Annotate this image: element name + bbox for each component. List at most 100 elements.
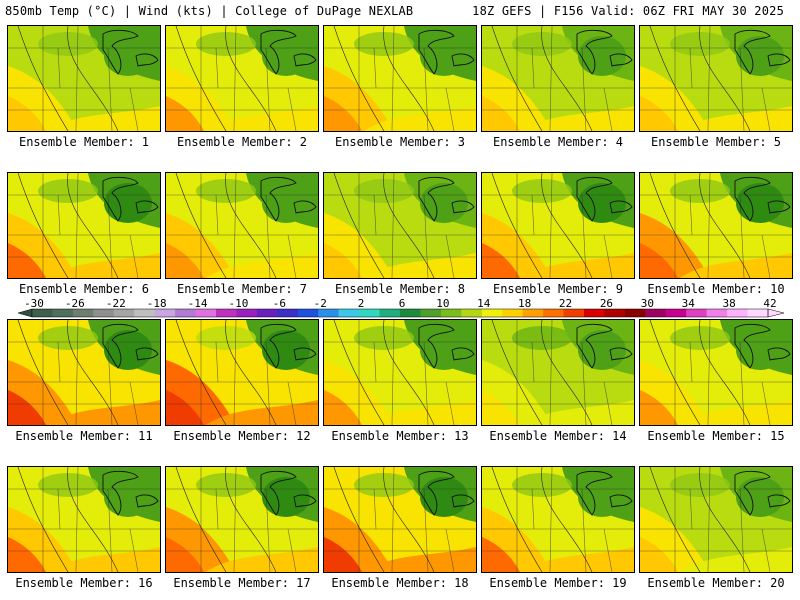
ensemble-member-caption: Ensemble Member: 6 [18,282,150,296]
colorbar-tick-label: 18 [518,297,532,310]
ensemble-map-panel [7,172,161,279]
colorbar-tick-label: -10 [228,297,249,310]
colorbar-swatch [563,309,585,317]
colorbar-swatch [256,309,278,317]
temperature-map [166,26,318,131]
colorbar-swatch [379,309,401,317]
colorbar-swatch [420,309,442,317]
colorbar-swatch [72,309,94,317]
ensemble-map-panel [323,319,477,426]
colorbar-swatch [645,309,667,317]
ensemble-member-caption: Ensemble Member: 20 [647,576,785,590]
temperature-map [8,26,160,131]
colorbar-tick-label: -14 [187,297,208,310]
colorbar-swatch [686,309,708,317]
colorbar-tick-label: -6 [272,297,286,310]
colorbar-swatch [297,309,319,317]
ensemble-map-panel [165,172,319,279]
ensemble-member-caption: Ensemble Member: 16 [15,576,153,590]
colorbar-tick-label: 6 [398,297,406,310]
ensemble-map-panel [323,25,477,132]
colorbar-swatch [502,309,524,317]
colorbar-swatch [461,309,483,317]
temperature-map [640,173,792,278]
ensemble-member-caption: Ensemble Member: 5 [650,135,782,149]
colorbar-tick-label: 22 [558,297,573,310]
ensemble-member-caption: Ensemble Member: 19 [489,576,627,590]
colorbar-swatch [359,309,381,317]
colorbar-swatch [236,309,258,317]
ensemble-member-caption: Ensemble Member: 15 [647,429,785,443]
colorbar-tick-label: 10 [436,297,450,310]
ensemble-map-panel [323,172,477,279]
colorbar-swatch [175,309,197,317]
ensemble-member-caption: Ensemble Member: 10 [647,282,785,296]
colorbar-swatch [624,309,646,317]
temperature-colorbar [17,308,785,318]
temperature-map [166,467,318,572]
ensemble-map-panel [481,319,635,426]
temperature-map [166,173,318,278]
colorbar-swatch [195,309,217,317]
temperature-map [482,173,634,278]
colorbar-swatch [216,309,237,317]
colorbar-tick-label: -30 [24,297,44,310]
ensemble-member-caption: Ensemble Member: 18 [331,576,469,590]
ensemble-map-panel [639,172,793,279]
ensemble-member-caption: Ensemble Member: 12 [173,429,311,443]
colorbar-swatch [93,309,115,317]
ensemble-map-panel [7,25,161,132]
colorbar-swatch [522,309,544,317]
temperature-map [8,320,160,425]
colorbar-swatch [400,309,421,317]
colorbar-swatch [32,309,53,317]
colorbar-swatch [665,309,687,317]
chart-header-right: 18Z GEFS | F156 Valid: 06Z FRI MAY 30 20… [472,4,784,18]
ensemble-map-panel [7,466,161,573]
temperature-map [8,467,160,572]
colorbar-tick-label: 34 [681,297,695,310]
colorbar-swatch [318,309,340,317]
ensemble-map-panel [639,25,793,132]
ensemble-member-caption: Ensemble Member: 11 [15,429,153,443]
colorbar-swatch [154,309,176,317]
ensemble-member-caption: Ensemble Member: 7 [176,282,308,296]
ensemble-member-caption: Ensemble Member: 4 [492,135,624,149]
temperature-map [482,467,634,572]
temperature-map [324,467,476,572]
ensemble-member-caption: Ensemble Member: 8 [334,282,466,296]
colorbar-swatch [134,309,156,317]
colorbar-swatch [277,309,299,317]
colorbar-tick-label: -2 [313,297,327,310]
temperature-map [324,173,476,278]
temperature-map [324,320,476,425]
colorbar-swatch [543,309,565,317]
colorbar-tick-label: -18 [146,297,167,310]
ensemble-member-caption: Ensemble Member: 14 [489,429,627,443]
colorbar-swatch [727,309,749,317]
ensemble-map-panel [481,172,635,279]
colorbar-tick-label: 38 [722,297,736,310]
colorbar-swatch [52,309,74,317]
ensemble-map-panel [639,466,793,573]
temperature-map [640,467,792,572]
colorbar-swatch [584,309,605,317]
ensemble-member-caption: Ensemble Member: 2 [176,135,308,149]
ensemble-map-panel [165,466,319,573]
temperature-map [482,26,634,131]
colorbar-tick-label: -22 [105,297,126,310]
colorbar-swatch [338,309,360,317]
colorbar-swatch [706,309,728,317]
temperature-map [8,173,160,278]
ensemble-map-panel [165,319,319,426]
ensemble-member-caption: Ensemble Member: 17 [173,576,311,590]
temperature-map [482,320,634,425]
colorbar-swatch [113,309,135,317]
ensemble-map-panel [323,466,477,573]
ensemble-member-caption: Ensemble Member: 9 [492,282,624,296]
ensemble-member-caption: Ensemble Member: 13 [331,429,469,443]
colorbar-tick-label: 30 [640,297,654,310]
ensemble-map-panel [639,319,793,426]
temperature-map [324,26,476,131]
temperature-map [166,320,318,425]
